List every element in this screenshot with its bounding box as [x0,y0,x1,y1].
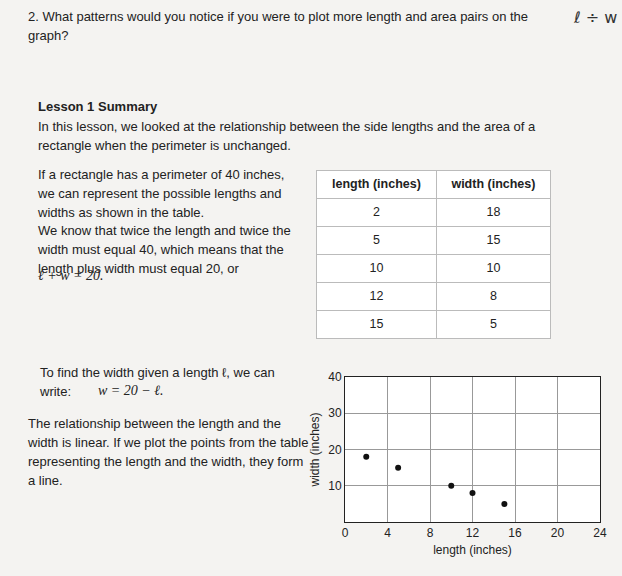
html-text:10: 10 [369,261,384,276]
html-text:12: 12 [369,289,384,304]
svg-text:10: 10 [328,479,342,493]
html-text:In this lesson, we looked at t: In this lesson, we looked at the relatio… [38,119,536,153]
html-text:8: 8 [490,289,497,304]
html-text:2. What patterns would you not: 2. What patterns would you notice if you… [28,9,529,43]
svg-text:12: 12 [466,526,480,540]
html-text:We know that twice the length: We know that twice the length and twice … [38,223,291,276]
html-text:2: 2 [373,205,380,220]
html-text:15: 15 [369,317,384,332]
svg-text:20: 20 [328,443,342,457]
html-text:18: 18 [486,205,501,220]
html-text:width (inches): width (inches) [451,177,536,192]
html-text:ℓ ÷ w: ℓ ÷ w [574,8,618,27]
html-text:length (inches): length (inches) [332,177,421,192]
html-text:To find the width given a leng: To find the width given a length ℓ, we c… [40,365,275,399]
html-text:w = 20 − ℓ.: w = 20 − ℓ. [98,383,164,398]
html-text:5: 5 [490,317,497,332]
html-text:15: 15 [486,233,501,248]
svg-text:8: 8 [427,526,434,540]
svg-text:30: 30 [328,406,342,420]
html-text:ℓ + w = 20.: ℓ + w = 20. [38,268,104,283]
svg-text:20: 20 [551,526,565,540]
html-text:10: 10 [486,261,501,276]
svg-text:4: 4 [384,526,391,540]
svg-text:40: 40 [328,370,342,384]
html-text:If a rectangle has a perimeter: If a rectangle has a perimeter of 40 inc… [38,167,285,220]
svg-text:length (inches): length (inches) [433,543,512,557]
html-text:Lesson 1 Summary: Lesson 1 Summary [38,99,158,114]
svg-text:24: 24 [593,526,607,540]
html-text:5: 5 [373,233,380,248]
svg-text:0: 0 [342,526,349,540]
html-text:The relationship between the l: The relationship between the length and … [28,416,309,488]
svg-text:16: 16 [508,526,522,540]
svg-text:width (inches): width (inches) [308,412,322,487]
